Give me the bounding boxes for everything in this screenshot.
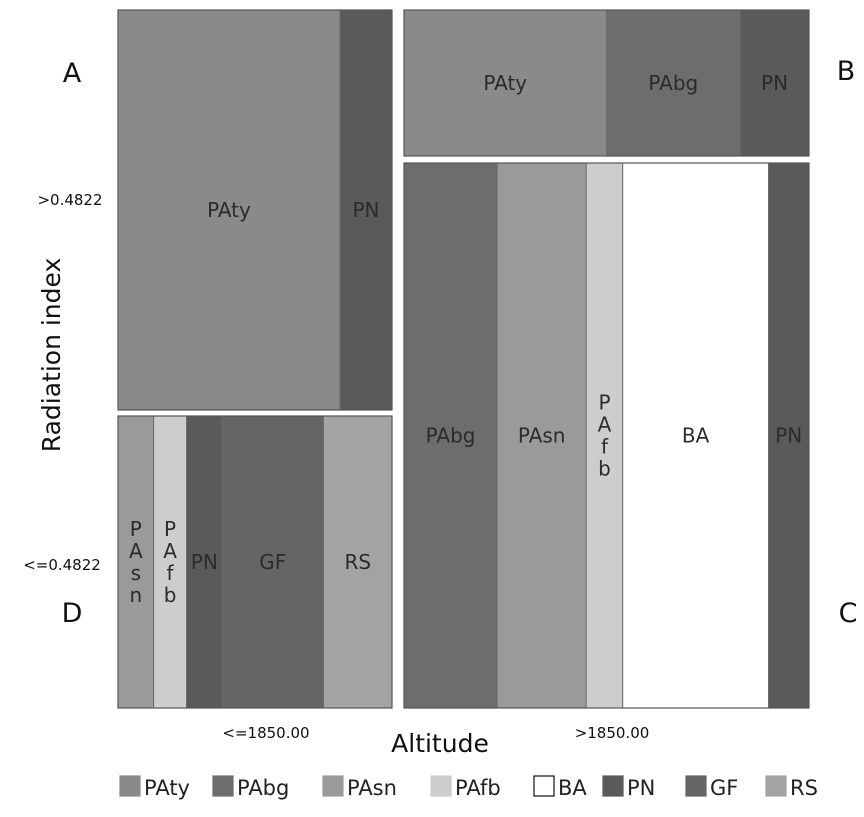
x-axis-title: Altitude bbox=[391, 729, 489, 758]
tile-label-b-pn: PN bbox=[761, 71, 788, 95]
tile-d-gf bbox=[221, 415, 324, 709]
panel-letter-a: A bbox=[63, 58, 82, 89]
tile-label-c-ba: BA bbox=[682, 424, 710, 448]
tile-label-c-pabg: PAbg bbox=[426, 424, 476, 448]
tile-c-ba bbox=[622, 162, 770, 709]
tile-label-b-paty: PAty bbox=[483, 71, 527, 95]
panel-border-a bbox=[117, 9, 393, 411]
tile-c-pabg bbox=[403, 162, 498, 709]
legend-swatch-gf bbox=[685, 775, 707, 797]
legend-swatch-pabg bbox=[212, 775, 234, 797]
x-tick-low: <=1850.00 bbox=[222, 724, 309, 742]
panel-letter-d: D bbox=[62, 598, 83, 629]
panel-border-b bbox=[403, 9, 810, 157]
y-axis-title: Radiation index bbox=[37, 258, 66, 453]
legend-label-ba: BA bbox=[558, 776, 587, 800]
tile-a-pn bbox=[339, 9, 393, 411]
tile-a-paty bbox=[117, 9, 341, 411]
tile-label-a-paty: PAty bbox=[207, 198, 251, 222]
tile-label-d-rs: RS bbox=[344, 550, 371, 574]
y-tick-high: >0.4822 bbox=[37, 191, 102, 209]
legend-swatch-pn bbox=[602, 775, 624, 797]
y-tick-low: <=0.4822 bbox=[23, 556, 101, 574]
legend-label-pafb: PAfb bbox=[455, 776, 501, 800]
tile-label-c-pn: PN bbox=[775, 424, 802, 448]
legend-swatch-rs bbox=[765, 775, 787, 797]
tile-c-pasn bbox=[496, 162, 587, 709]
tile-label-a-pn: PN bbox=[352, 198, 379, 222]
panel-border-c bbox=[403, 162, 810, 709]
legend-label-paty: PAty bbox=[144, 776, 190, 800]
tile-label-d-gf: GF bbox=[259, 550, 286, 574]
tile-label-d-pn: PN bbox=[191, 550, 218, 574]
legend-swatch-pafb bbox=[430, 775, 452, 797]
x-tick-high: >1850.00 bbox=[575, 724, 650, 742]
panel-letter-c: C bbox=[839, 598, 858, 629]
panel-letter-b: B bbox=[837, 56, 856, 87]
legend-swatch-ba bbox=[533, 775, 555, 797]
tile-b-pabg bbox=[606, 9, 741, 157]
legend-label-pabg: PAbg bbox=[237, 776, 289, 800]
legend-label-gf: GF bbox=[710, 776, 738, 800]
legend-label-pasn: PAsn bbox=[347, 776, 397, 800]
legend-label-pn: PN bbox=[627, 776, 655, 800]
tile-label-b-pabg: PAbg bbox=[648, 71, 698, 95]
legend-swatch-pasn bbox=[322, 775, 344, 797]
legend: PAty PAbg PAsn PAfb BA PN GF RS bbox=[119, 775, 818, 800]
panel-border-d bbox=[117, 415, 393, 709]
tile-d-pafb bbox=[153, 415, 187, 709]
mosaic-panels bbox=[117, 9, 810, 709]
tile-label-c-pasn: PAsn bbox=[518, 424, 566, 448]
legend-label-rs: RS bbox=[790, 776, 818, 800]
legend-swatch-paty bbox=[119, 775, 141, 797]
